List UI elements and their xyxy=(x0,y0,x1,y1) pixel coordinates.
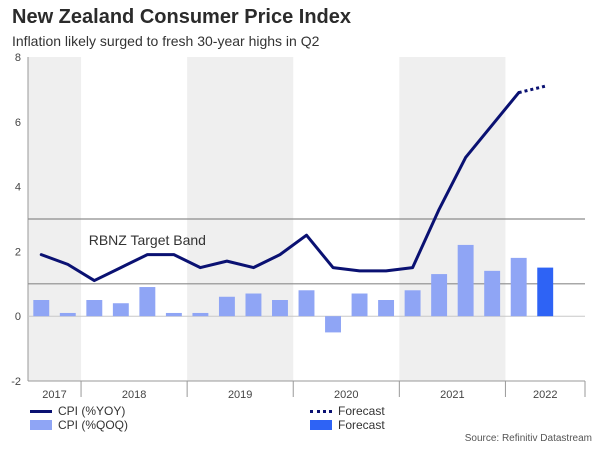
bar-cpi-qoq- xyxy=(59,312,76,317)
x-tick-label-2017: 2017 xyxy=(42,389,66,401)
bar-cpi-qoq- xyxy=(165,312,182,317)
bar-cpi-qoq- xyxy=(33,300,50,317)
legend-forecast-bar-label: Forecast xyxy=(338,418,385,432)
y-tick-label: 6 xyxy=(15,117,21,129)
bar-cpi-qoq- xyxy=(86,300,103,317)
cpi-yoy-line xyxy=(39,91,521,283)
legend-yoy-label: CPI (%YOY) xyxy=(58,404,126,418)
legend-forecast-line-swatch xyxy=(310,409,332,413)
y-tick-label: 0 xyxy=(15,311,21,323)
target-band-label: RBNZ Target Band xyxy=(89,232,206,248)
legend-forecast-bar: Forecast xyxy=(310,418,385,432)
bar-cpi-qoq- xyxy=(245,293,262,317)
source-note: Source: Refinitiv Datastream xyxy=(464,433,592,444)
bar-cpi-qoq- xyxy=(510,257,527,317)
legend-qoq-label: CPI (%QOQ) xyxy=(58,418,129,432)
legend-qoq-swatch xyxy=(30,420,52,430)
bar-cpi-qoq- xyxy=(298,290,315,317)
bar-cpi-qoq- xyxy=(325,316,341,333)
bar-cpi-qoq- xyxy=(192,312,209,317)
legend-forecast-bar-swatch xyxy=(310,420,332,430)
forecast-line xyxy=(518,84,546,95)
bar-cpi-qoq- xyxy=(378,300,395,317)
bar-cpi-qoq- xyxy=(272,300,288,317)
x-tick-label-2018: 2018 xyxy=(122,389,146,401)
legend-forecast-line: Forecast xyxy=(310,404,385,418)
chart-title: New Zealand Consumer Price Index xyxy=(12,6,351,28)
x-tick-label-2021: 2021 xyxy=(440,389,464,401)
legend-yoy-swatch xyxy=(30,409,52,413)
legend-qoq: CPI (%QOQ) xyxy=(30,418,128,432)
x-tick-label-2019: 2019 xyxy=(228,389,252,401)
bar-cpi-qoq- xyxy=(351,293,368,317)
bar-cpi-qoq- xyxy=(112,303,129,317)
x-tick-label-2020: 2020 xyxy=(334,389,358,401)
bar-cpi-qoq- xyxy=(404,290,421,317)
y-tick-label: 8 xyxy=(15,52,21,64)
bar-cpi-qoq- xyxy=(457,244,474,317)
y-tick-label: 4 xyxy=(15,182,21,194)
legend-yoy: CPI (%YOY) xyxy=(30,404,125,418)
y-tick-label: -2 xyxy=(11,376,21,388)
bar-cpi-qoq- xyxy=(218,296,235,317)
legend-forecast-line-label: Forecast xyxy=(338,404,385,418)
bar-cpi-qoq- xyxy=(484,270,501,317)
chart-subtitle: Inflation likely surged to fresh 30-year… xyxy=(12,33,320,49)
bar-cpi-qoq- xyxy=(431,274,448,317)
y-tick-label: 2 xyxy=(15,246,21,258)
bar-cpi-qoq- xyxy=(139,287,156,317)
x-tick-label-2022: 2022 xyxy=(533,389,557,401)
bar-forecast xyxy=(537,267,554,317)
